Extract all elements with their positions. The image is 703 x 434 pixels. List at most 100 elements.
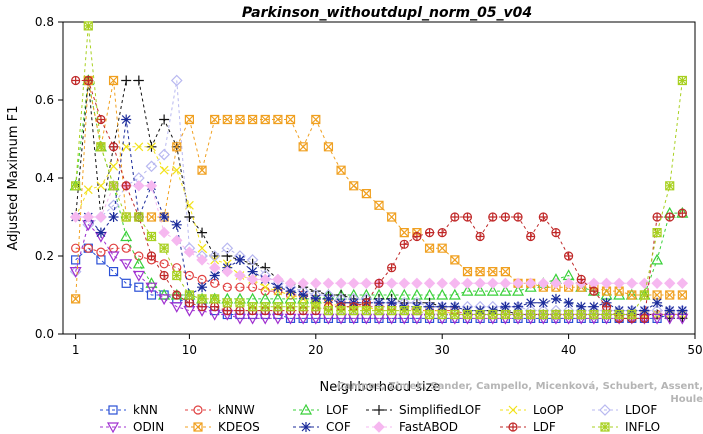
data-point [121,114,132,125]
data-point [664,305,675,316]
data-point [146,212,157,222]
data-point [159,212,170,222]
data-point [475,267,485,277]
data-point [576,274,586,284]
data-point [588,301,599,312]
series-kdeos [71,75,687,304]
data-point [424,301,435,312]
data-point [323,293,334,304]
data-point [83,243,93,253]
data-point [184,212,195,222]
data-point [96,247,106,257]
data-point [437,228,447,238]
legend-label: LDOF [625,403,657,417]
data-point [121,181,131,191]
data-point [71,75,81,86]
data-point [387,212,397,222]
data-point [285,114,296,125]
x-tick-label: 50 [687,343,702,357]
data-point [159,114,170,125]
data-point [500,212,511,222]
data-point [71,181,81,191]
series-lof [69,74,689,304]
legend-item-fastabod: FastABOD [366,420,458,434]
data-point [209,270,220,281]
data-point [374,200,384,210]
legend-label: ODIN [133,420,164,434]
data-point [386,297,397,308]
data-point [121,243,131,253]
data-point [499,277,512,290]
data-point [108,243,119,253]
data-point [601,302,612,312]
data-point [412,231,422,242]
data-point [197,282,208,293]
legend-label: kNN [133,403,158,417]
data-point [260,114,270,125]
data-point [361,189,371,199]
legend-item-inflo: INFLO [592,420,660,434]
data-point [158,226,170,239]
data-point [665,181,675,191]
data-point [184,298,195,308]
x-tick-label: 1 [72,343,80,357]
data-point [298,302,308,312]
data-point [461,277,474,290]
data-point [423,277,436,290]
data-point [665,212,675,222]
legend-item-ldf: LDF [500,420,556,434]
series-ldf [71,75,687,323]
legend-item-simplifiedlof: SimplifiedLOF [366,403,481,417]
data-point [96,142,106,152]
legend-label: SimplifiedLOF [399,403,481,417]
data-point [95,227,106,238]
data-point [651,253,664,265]
data-point [108,212,119,222]
data-point [235,114,245,125]
data-point [248,114,258,125]
legend-label: LoOP [533,403,564,417]
data-point [651,277,663,290]
data-point [159,165,169,175]
data-point [210,294,220,304]
data-point [246,273,259,286]
data-point [311,302,321,312]
data-point [121,75,132,86]
data-point [159,259,169,269]
data-point [474,284,487,296]
data-point [488,212,498,222]
data-point [273,114,283,125]
data-point [538,309,548,320]
series-layer [69,21,689,325]
data-point [184,114,194,125]
data-point [108,75,119,86]
data-point [197,165,207,175]
data-point [285,286,296,297]
x-tick-label: 10 [182,343,197,357]
data-point [551,228,561,238]
data-point [360,277,373,290]
x-tick-label: 40 [561,343,576,357]
data-point [133,75,144,86]
credit-text: Campos, Zimek, Sander, Campello, Micenko… [336,381,703,405]
data-point [285,302,296,312]
data-point [323,306,334,316]
data-point [172,165,182,175]
legend-marker [374,405,384,415]
data-point [551,309,561,320]
legend-item-ldof: LDOF [592,403,657,417]
data-point [108,181,119,191]
data-point [183,246,196,258]
data-point [234,254,245,265]
data-point [272,273,284,286]
data-point [576,309,586,320]
data-point [550,293,561,304]
data-point [336,306,346,316]
data-point [95,211,107,223]
data-point [222,114,232,125]
data-point [677,305,688,316]
data-point [387,306,397,316]
data-point [208,261,221,274]
data-point [298,290,309,300]
